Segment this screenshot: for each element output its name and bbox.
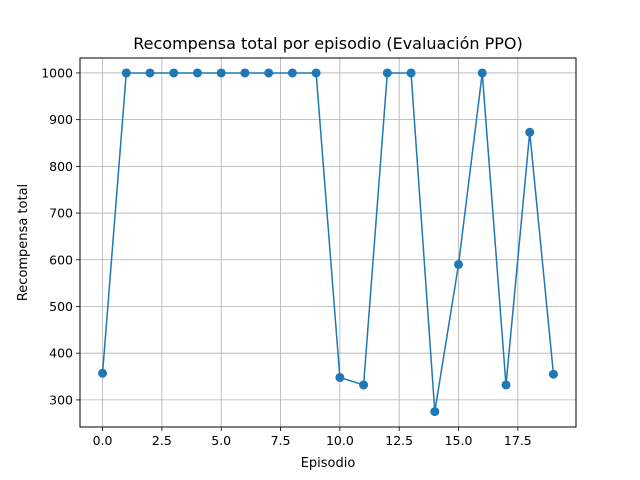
x-tick-label: 12.5 [385,433,413,448]
data-series [98,68,558,417]
data-point [382,68,392,78]
data-point [548,369,558,379]
y-tick-label: 1000 [41,65,73,80]
data-point [169,68,179,78]
x-tick-label: 5.0 [211,433,231,448]
data-point [216,68,226,78]
y-tick-label: 900 [49,112,73,127]
plot-frame [79,57,577,428]
x-tick-label: 15.0 [445,433,473,448]
data-point [335,372,345,382]
series-line [101,72,555,413]
grid-lines [80,58,576,427]
x-axis-label: Episodio [301,456,356,471]
data-point [240,68,250,78]
x-tick-label: 7.5 [271,433,291,448]
y-tick-label: 300 [49,392,73,407]
y-tick-label: 400 [49,346,73,361]
x-axis: 0.0 2.5 5.0 7.5 10.0 12.5 15.0 17.5 [93,427,532,448]
data-point [525,127,535,137]
y-tick-label: 600 [49,252,73,267]
data-point [430,407,440,417]
data-point [287,68,297,78]
data-point [192,68,202,78]
data-point [454,259,464,269]
data-point [501,380,511,390]
x-tick-label: 0.0 [93,433,113,448]
y-tick-label: 700 [49,206,73,221]
data-point [264,68,274,78]
data-point [477,68,487,78]
data-point [98,368,108,378]
y-tick-label: 500 [49,299,73,314]
y-tick-label: 800 [49,159,73,174]
x-tick-label: 2.5 [152,433,172,448]
chart-title: Recompensa total por episodio (Evaluació… [133,34,523,53]
data-point [406,68,416,78]
data-point [359,380,369,390]
x-tick-label: 10.0 [326,433,354,448]
data-point [145,68,155,78]
y-axis: 300 400 500 600 700 800 900 1000 [41,65,80,407]
y-axis-label: Recompensa total [16,184,31,301]
data-point [311,68,321,78]
x-tick-label: 17.5 [504,433,532,448]
data-point [121,68,131,78]
